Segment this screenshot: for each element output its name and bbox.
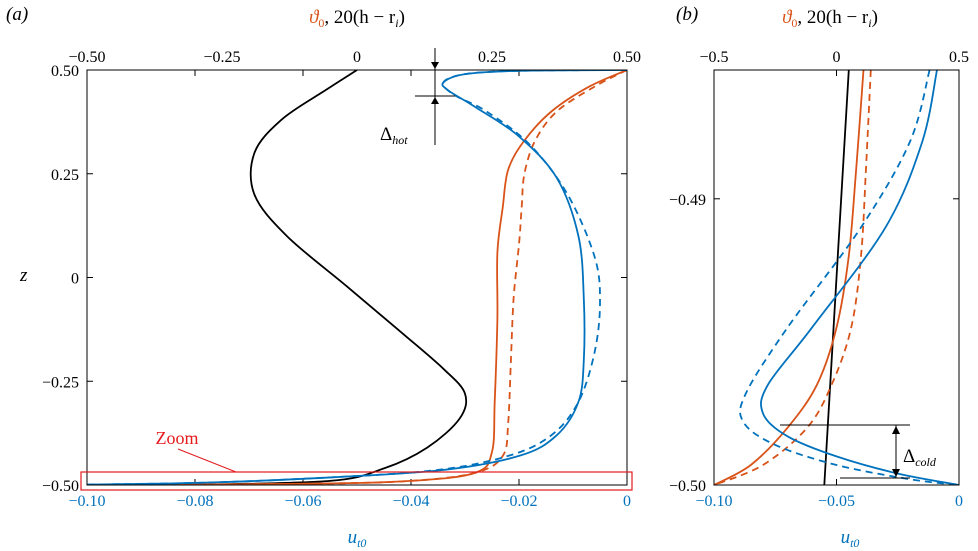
a-y-tick-label: −0.25 (42, 374, 79, 391)
panel-b-frame (713, 69, 960, 486)
zoom-pointer (177, 448, 237, 473)
panel-a-top-axis-title: ϑ0, 20(h − ri) (309, 7, 405, 30)
b-series-black-solid (823, 70, 850, 485)
a-series-blue-dashed (87, 70, 627, 485)
a-bottom-tick-label: −0.06 (284, 493, 321, 510)
panel-a-label: (a) (6, 4, 28, 25)
a-series-blue-solid (87, 70, 627, 485)
panel-a-y-axis-label: z (19, 265, 28, 286)
panel-b-label: (b) (676, 4, 698, 25)
a-bottom-tick-label: 0 (623, 493, 631, 510)
a-series-orange-dashed (87, 70, 627, 485)
b-bottom-tick-label: 0 (955, 493, 963, 510)
panel-a-frame (86, 69, 628, 486)
b-bottom-tick-label: −0.05 (818, 493, 855, 510)
b-top-tick-label: 0.5 (949, 49, 969, 66)
b-top-tick-label: 0 (833, 49, 841, 66)
a-y-tick-label: −0.50 (42, 478, 79, 495)
a-bottom-tick-label: −0.04 (392, 493, 429, 510)
b-series-orange-dashed (714, 70, 872, 485)
a-bottom-tick-label: −0.10 (68, 493, 105, 510)
panel-b-bottom-axis-title: ut0 (841, 527, 860, 550)
a-y-tick-label: 0.25 (51, 167, 79, 184)
a-top-tick-label: 0 (353, 49, 361, 66)
b-y-tick-label: −0.49 (669, 192, 706, 209)
zoom-annotation: Zoom (80, 428, 633, 491)
delta-hot-annotation: Δhot (380, 48, 455, 147)
b-y-tick-label: −0.50 (669, 478, 706, 495)
panel-b-top-axis-title: ϑ0, 20(h − ri) (782, 7, 878, 30)
a-series-black-solid (87, 70, 468, 485)
b-series-blue-solid (760, 70, 959, 485)
delta-hot-label: Δhot (380, 124, 408, 147)
a-bottom-tick-label: −0.02 (500, 493, 537, 510)
a-top-tick-label: 0.50 (613, 49, 641, 66)
b-series-orange-solid (714, 70, 865, 485)
a-top-tick-label: 0.25 (478, 49, 506, 66)
panel-b: (b) ϑ0, 20(h − ri) ut0 −0.10 −0.05 0−0.5 0 0… (669, 4, 969, 550)
b-bottom-tick-label: −0.10 (695, 493, 732, 510)
a-top-tick-label: −0.50 (68, 49, 105, 66)
delta-cold-annotation: Δcold (780, 424, 937, 479)
zoom-label: Zoom (156, 428, 199, 448)
a-bottom-tick-label: −0.08 (176, 493, 213, 510)
a-series-orange-solid (87, 70, 627, 485)
b-top-tick-label: −0.5 (699, 49, 728, 66)
delta-cold-label: Δcold (903, 446, 937, 469)
panel-a: (a) ϑ0, 20(h − ri) z ut0 −0.10 −0.08 −0.06… (6, 4, 641, 550)
zoom-box (80, 471, 633, 491)
panel-a-bottom-axis-title: ut0 (348, 527, 367, 550)
a-y-tick-label: 0 (71, 271, 79, 288)
a-top-tick-label: −0.25 (203, 49, 240, 66)
a-y-tick-label: 0.50 (51, 63, 79, 80)
